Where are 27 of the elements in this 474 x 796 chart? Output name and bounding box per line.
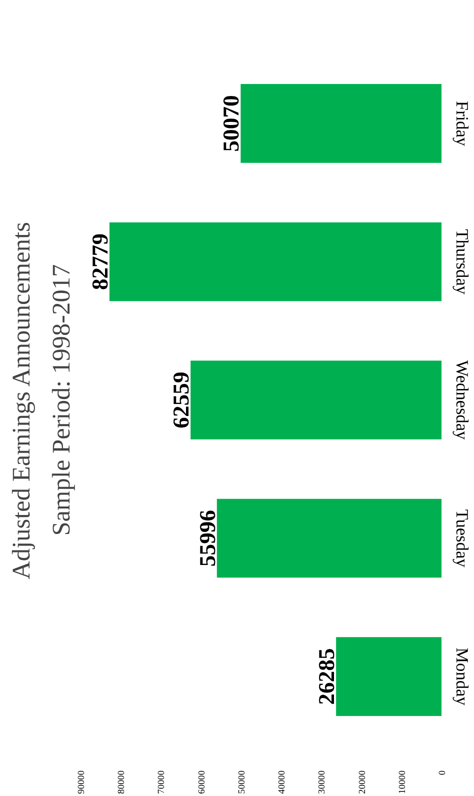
- text: Sample Period: 1998-2017: [48, 264, 76, 536]
- y-tick-label: Friday: [452, 100, 472, 146]
- x-tick-label: 0: [438, 770, 448, 776]
- text: Adjusted Earnings Announcements: [8, 222, 36, 580]
- y-tick-label: Wednesday: [452, 360, 472, 440]
- bar: [109, 222, 442, 302]
- bar: [336, 637, 442, 716]
- bar: [216, 498, 442, 578]
- bar: [240, 84, 442, 163]
- data-label: 55996: [194, 510, 220, 567]
- x-tick-label: 10000: [398, 770, 408, 794]
- x-tick-label: 20000: [358, 770, 368, 794]
- data-label: 82779: [87, 233, 112, 290]
- x-tick-label: 30000: [318, 770, 328, 794]
- bar: [190, 360, 442, 440]
- data-label: 26285: [314, 648, 340, 705]
- data-label: 62559: [168, 372, 194, 428]
- x-tick-label: 90000: [77, 770, 87, 794]
- x-tick-label: 50000: [237, 770, 248, 794]
- y-tick-label: Thursday: [452, 229, 472, 295]
- x-tick-label: 70000: [157, 770, 168, 794]
- x-tick-label: 40000: [278, 770, 288, 794]
- x-tick-label: 60000: [197, 770, 208, 794]
- x-tick-label: 80000: [117, 770, 128, 794]
- data-label: 50070: [218, 95, 244, 152]
- y-tick-label: Monday: [452, 648, 472, 706]
- y-tick-label: Tuesday: [452, 509, 472, 568]
